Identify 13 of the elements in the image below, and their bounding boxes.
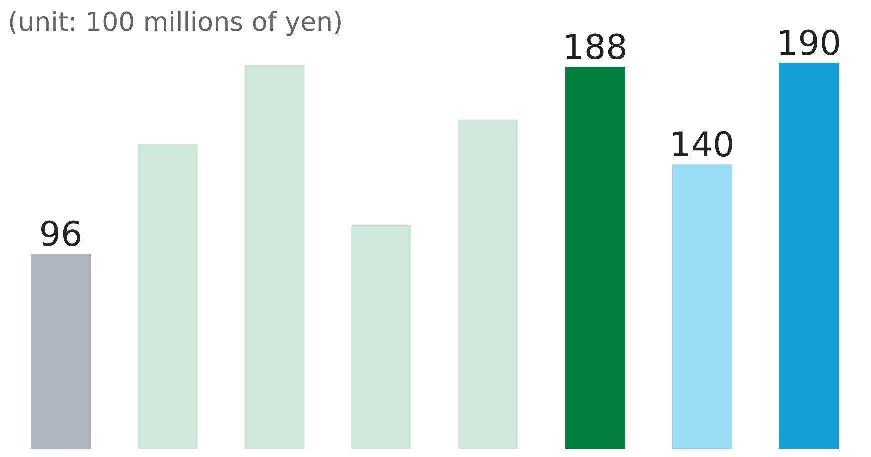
bar bbox=[672, 164, 732, 449]
bar bbox=[31, 254, 91, 449]
bar bbox=[779, 63, 840, 449]
bar bbox=[458, 120, 518, 449]
bar bbox=[352, 226, 412, 449]
data-label: 188 bbox=[562, 28, 628, 68]
bar bbox=[138, 144, 198, 449]
data-label: 140 bbox=[670, 126, 735, 166]
data-label: 96 bbox=[39, 214, 83, 255]
data-label: 190 bbox=[776, 24, 842, 64]
bar bbox=[565, 67, 626, 449]
bar bbox=[244, 65, 305, 449]
chart-title: (unit: 100 millions of yen) bbox=[8, 8, 344, 38]
